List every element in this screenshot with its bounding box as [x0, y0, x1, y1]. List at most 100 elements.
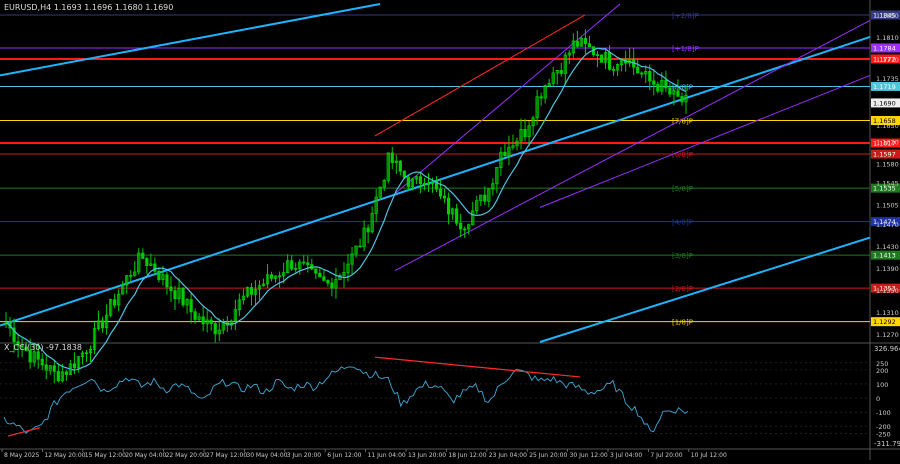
candle-body [668, 87, 672, 95]
candle-body [684, 94, 688, 103]
cci-divergence-line [374, 356, 581, 378]
candle-body [366, 227, 370, 233]
candle-body [394, 160, 398, 164]
time-tick-label: 11 Jun 04:00 [368, 452, 406, 459]
price-tick-label: 1.1810 [876, 34, 899, 42]
candle-body [290, 260, 294, 270]
price-tick-label: 1.1350 [876, 287, 899, 295]
candle-body [672, 90, 676, 95]
cci-tick-label: -100 [876, 409, 891, 417]
candle-body [229, 320, 233, 326]
candle-body [40, 358, 44, 366]
candle-body [302, 261, 306, 264]
candle-body [149, 263, 153, 266]
candle-body [121, 284, 125, 295]
candle-body [20, 345, 24, 348]
price-tick-label: 1.1270 [876, 331, 899, 339]
candle-body [298, 261, 302, 269]
candle-body [479, 194, 483, 202]
candle-body [334, 279, 338, 289]
level-price-tag-bg [871, 81, 900, 91]
candle-body [76, 356, 81, 369]
candle-body [374, 196, 378, 214]
candle-body [467, 224, 471, 230]
candle-body [531, 117, 535, 127]
price-tick-label: 1.1505 [876, 202, 899, 210]
candle-body [430, 181, 435, 185]
price-tick-label: 1.1580 [876, 160, 899, 168]
candle-body [402, 170, 406, 178]
candle-body [438, 188, 443, 197]
candle-body [137, 252, 141, 273]
candle-body [511, 145, 515, 148]
time-tick-label: 3 Jun 20:00 [287, 452, 321, 459]
level-price-tag: 1.1617 [873, 140, 896, 148]
candle-body [350, 253, 354, 265]
candle-body [294, 268, 298, 270]
candle-body [48, 365, 52, 371]
candle-body [595, 54, 600, 57]
candle-body [567, 52, 571, 56]
channel-line [394, 3, 621, 194]
candle-body [16, 341, 20, 347]
price-axis: 1.18501.18101.17701.17351.16901.16501.16… [871, 12, 900, 339]
candle-body [459, 222, 463, 230]
level-price-tag-bg [871, 317, 900, 327]
candle-body [72, 363, 77, 369]
candle-body [113, 299, 117, 306]
candle-body [607, 52, 612, 70]
time-tick-label: 30 May 04:00 [246, 452, 287, 459]
level-price-tag: 1.1474 [873, 218, 896, 226]
time-tick-label: 30 Jun 12:00 [570, 452, 608, 459]
candle-body [583, 37, 588, 45]
level-price-tag: 1.1772 [873, 55, 896, 63]
candle-body [547, 82, 551, 87]
candle-body [56, 370, 60, 382]
candle-body [539, 96, 543, 99]
candle-body [414, 176, 419, 180]
level-price-tag: 1.1784 [873, 44, 896, 52]
candle-body [615, 64, 620, 71]
level-price-tag-bg [871, 116, 900, 126]
time-tick-label: 12 May 20:00 [44, 452, 85, 459]
time-tick-label: 27 May 12:00 [206, 452, 247, 459]
candle-body [378, 186, 382, 198]
candle-body [173, 290, 177, 299]
murrey-level-label: [1/8]P [672, 319, 693, 327]
candle-body [318, 272, 322, 278]
level-price-tag-bg [871, 283, 900, 293]
price-tick-label: 1.1770 [876, 56, 899, 64]
candle-body [386, 152, 390, 181]
time-tick-label: 15 May 12:00 [85, 452, 126, 459]
candle-body [523, 128, 527, 137]
cci-line [3, 366, 689, 434]
candle-body [125, 275, 129, 286]
price-tick-label: 1.1430 [876, 243, 899, 251]
candle-body [418, 176, 423, 184]
candle-body [109, 299, 113, 316]
candle-body [205, 319, 209, 325]
candle-body [80, 352, 85, 358]
moving-average [5, 47, 687, 371]
candle-body [410, 178, 414, 187]
level-price-tag: 1.1292 [873, 318, 896, 326]
candle-body [36, 351, 40, 360]
candle-body [527, 125, 531, 137]
candle-body [237, 299, 241, 311]
time-tick-label: 23 Jun 04:00 [489, 452, 527, 459]
candle-body [213, 323, 217, 335]
murrey-level-label: [+2/8]P [672, 12, 699, 20]
channel-line [539, 236, 871, 343]
candle-body [362, 227, 366, 248]
candle-body [278, 275, 282, 278]
cci-tick-label: 0 [876, 395, 880, 403]
time-tick-label: 20 May 04:00 [125, 452, 166, 459]
murrey-level-label: [+1/8]P [672, 45, 699, 53]
level-price-tag: 1.1658 [873, 117, 896, 125]
candle-body [157, 270, 161, 280]
level-price-tag-bg [871, 217, 900, 227]
